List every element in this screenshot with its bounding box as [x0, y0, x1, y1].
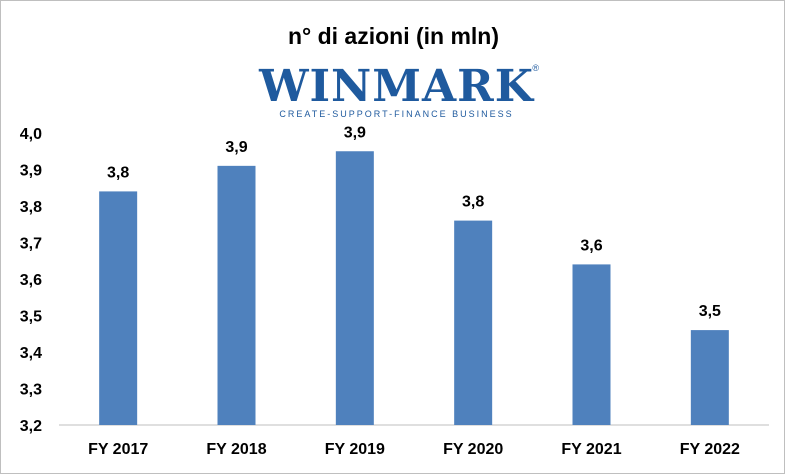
y-tick-label: 3,4	[20, 345, 42, 362]
y-tick-label: 3,8	[20, 199, 42, 216]
x-tick-label: FY 2021	[561, 441, 621, 458]
logo-wordmark: WINMARK	[259, 61, 534, 112]
bar-value-label: 3,9	[344, 124, 366, 141]
bar	[99, 191, 138, 425]
y-tick-label: 3,9	[20, 163, 42, 180]
y-tick-label: 3,2	[20, 418, 42, 435]
bar	[572, 264, 611, 425]
logo-tagline: CREATE-SUPPORT-FINANCE BUSINESS	[279, 109, 514, 119]
y-tick-label: 3,3	[20, 382, 42, 399]
bar	[690, 330, 729, 425]
winmark-logo: WINMARK ® CREATE-SUPPORT-FINANCE BUSINES…	[254, 63, 539, 121]
y-tick-label: 3,6	[20, 272, 42, 289]
bars-group	[99, 151, 729, 425]
bar-value-label: 3,8	[462, 194, 484, 211]
x-axis-tick-labels: FY 2017 FY 2018 FY 2019 FY 2020 FY 2021 FY 20…	[88, 441, 740, 458]
bar-value-label: 3,6	[580, 237, 602, 254]
bar	[217, 165, 256, 425]
bar-value-label: 3,9	[225, 139, 247, 156]
bar-value-label: 3,5	[699, 303, 721, 320]
y-tick-label: 3,5	[20, 309, 42, 326]
y-tick-label: 4,0	[20, 126, 42, 143]
x-tick-label: FY 2017	[88, 441, 148, 458]
x-tick-label: FY 2019	[325, 441, 385, 458]
y-tick-label: 3,7	[20, 236, 42, 253]
logo-registered-mark: ®	[532, 63, 539, 73]
data-labels-group: 3,8 3,9 3,9 3,8 3,6 3,5	[107, 124, 721, 320]
bar	[335, 151, 374, 425]
bar-value-label: 3,8	[107, 164, 129, 181]
bar	[454, 220, 493, 425]
x-tick-label: FY 2018	[206, 441, 266, 458]
x-tick-label: FY 2022	[680, 441, 740, 458]
x-tick-label: FY 2020	[443, 441, 503, 458]
chart-title: n° di azioni (in mln)	[287, 23, 500, 49]
y-axis-tick-labels: 3,2 3,3 3,4 3,5 3,6 3,7 3,8 3,9 4,0	[20, 126, 42, 435]
